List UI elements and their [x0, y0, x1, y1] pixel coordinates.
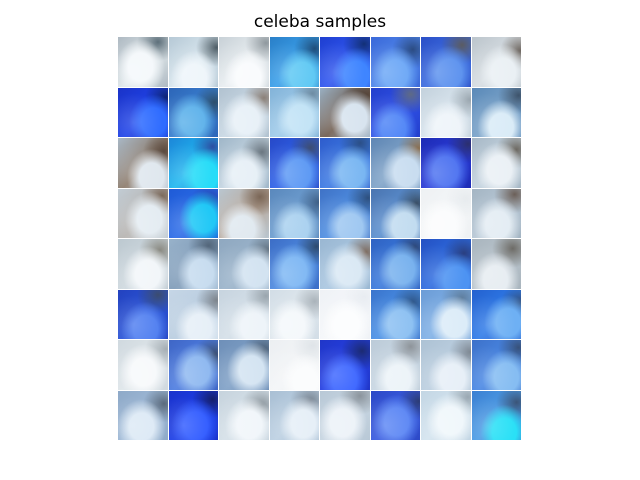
sample-tile [421, 37, 471, 87]
sample-tile [320, 37, 370, 87]
sample-tile [471, 390, 521, 440]
sample-tile [421, 87, 471, 137]
sample-tile [370, 87, 420, 137]
sample-tile [421, 390, 471, 440]
sample-tile [269, 239, 319, 289]
sample-tile [471, 87, 521, 137]
sample-tile [421, 188, 471, 238]
sample-tile [168, 239, 218, 289]
sample-tile [471, 340, 521, 390]
sample-tile [219, 37, 269, 87]
sample-tile [219, 289, 269, 339]
sample-tile [370, 390, 420, 440]
sample-tile [320, 87, 370, 137]
sample-tile [370, 239, 420, 289]
sample-tile [269, 138, 319, 188]
sample-tile [118, 239, 168, 289]
sample-tile [370, 340, 420, 390]
sample-tile [219, 340, 269, 390]
sample-tile [168, 188, 218, 238]
sample-tile [118, 37, 168, 87]
sample-tile [269, 188, 319, 238]
sample-tile [471, 188, 521, 238]
sample-tile [471, 239, 521, 289]
sample-tile [320, 289, 370, 339]
sample-tile [168, 138, 218, 188]
sample-tile [421, 340, 471, 390]
sample-tile [118, 390, 168, 440]
sample-tile [370, 289, 420, 339]
sample-tile [219, 188, 269, 238]
sample-tile [219, 138, 269, 188]
sample-tile [168, 289, 218, 339]
sample-tile [471, 289, 521, 339]
sample-tile [118, 188, 168, 238]
sample-tile [219, 87, 269, 137]
sample-tile [118, 340, 168, 390]
sample-tile [269, 340, 319, 390]
sample-tile [168, 87, 218, 137]
sample-tile [168, 390, 218, 440]
sample-tile [320, 239, 370, 289]
sample-tile [471, 37, 521, 87]
sample-tile [320, 188, 370, 238]
sample-image-grid [118, 37, 522, 441]
sample-tile [118, 138, 168, 188]
sample-tile [320, 390, 370, 440]
sample-tile [421, 239, 471, 289]
sample-tile [421, 138, 471, 188]
sample-tile [421, 289, 471, 339]
sample-tile [269, 390, 319, 440]
sample-tile [320, 138, 370, 188]
sample-tile [118, 87, 168, 137]
sample-tile [471, 138, 521, 188]
sample-tile [269, 37, 319, 87]
sample-tile [168, 37, 218, 87]
sample-tile [168, 340, 218, 390]
sample-tile [370, 138, 420, 188]
sample-tile [118, 289, 168, 339]
sample-tile [269, 289, 319, 339]
sample-tile [219, 239, 269, 289]
sample-tile [320, 340, 370, 390]
figure-title: celeba samples [253, 12, 387, 32]
sample-tile [219, 390, 269, 440]
sample-tile [269, 87, 319, 137]
sample-tile [370, 37, 420, 87]
sample-tile [370, 188, 420, 238]
